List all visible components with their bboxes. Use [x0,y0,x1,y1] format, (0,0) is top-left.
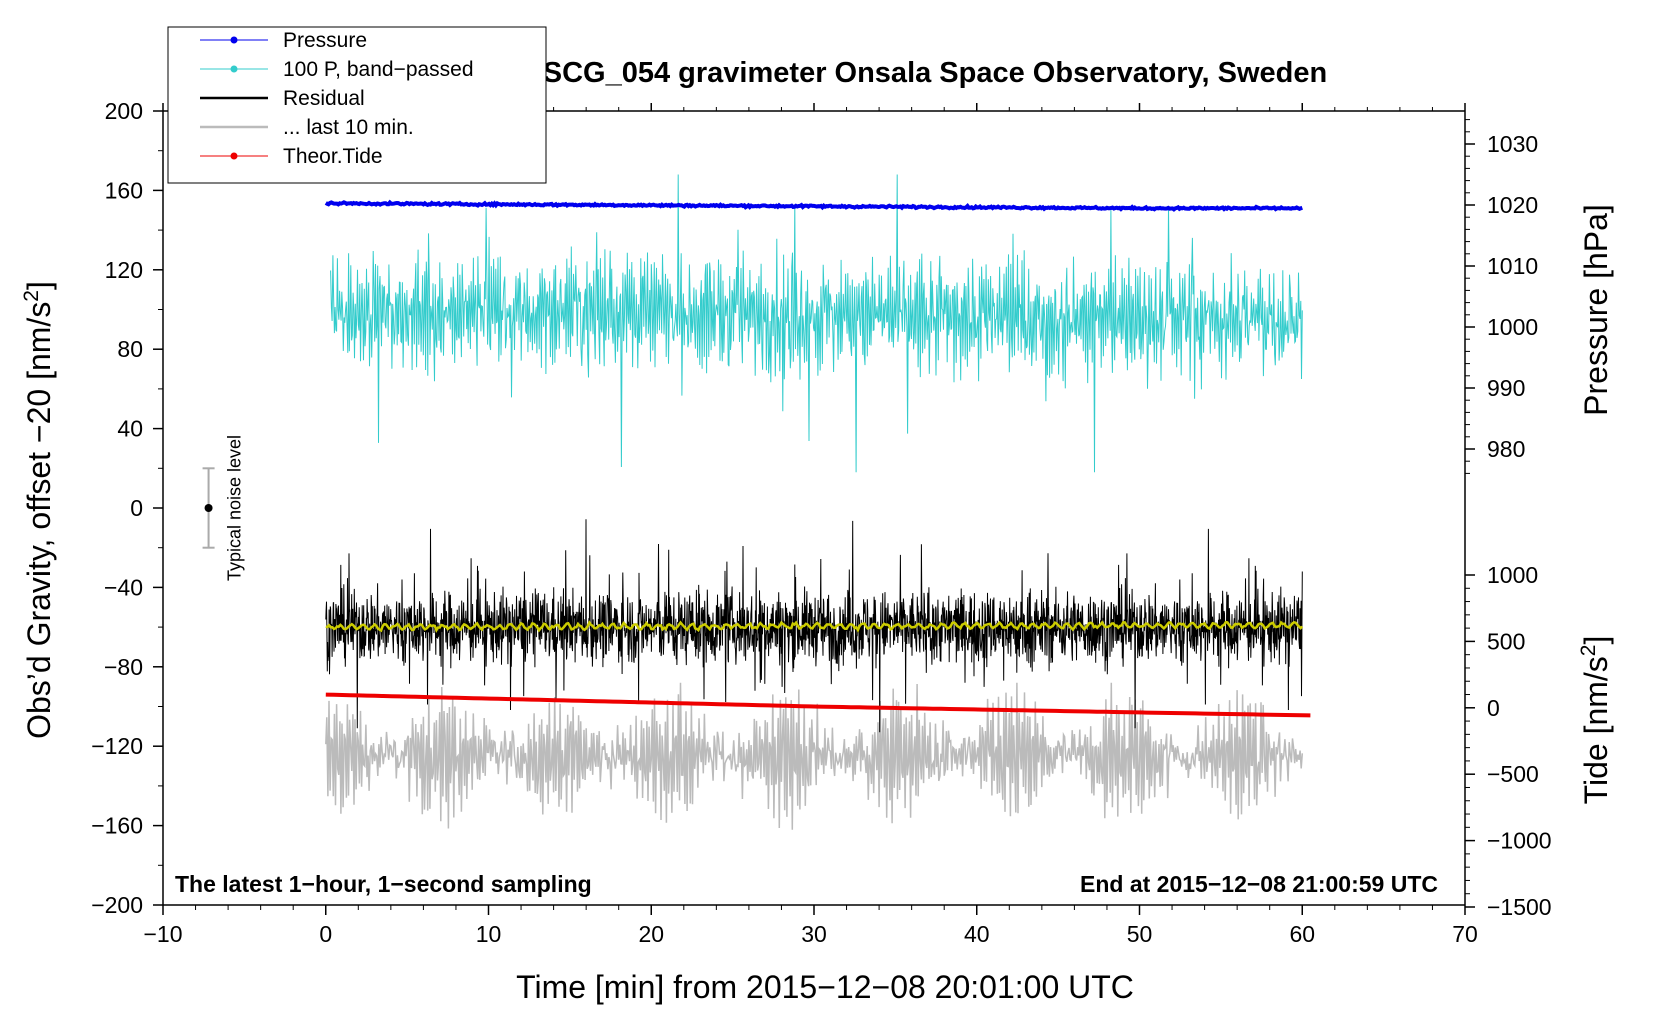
chart-title: SCG_054 gravimeter Onsala Space Observat… [543,57,1327,89]
legend: Pressure 100 P, band−passed Residual ... la… [167,26,547,184]
y-tick-label: −160 [91,813,143,839]
legend-swatch-dot [230,65,238,73]
y-axis-label-tide: Tide [nm/s2] [1577,636,1614,805]
y-axis-label-gravity: Obs’d Gravity, offset −20 [nm/s2] [20,281,57,739]
y-tick-label: 80 [117,336,143,362]
x-tick-label: 50 [1127,921,1153,947]
y-axis-label-pressure: Pressure [hPa] [1578,204,1614,416]
y-axis-label-tide-sup: 2 [1577,645,1600,657]
series-band-passed-line [330,174,1303,473]
y-tick-label: −40 [104,574,143,600]
legend-label: Residual [283,87,365,110]
x-tick-label: 60 [1289,921,1315,947]
y-tick-label: −120 [91,733,143,759]
legend-label: Pressure [283,29,367,52]
x-axis-label: Time [min] from 2015−12−08 20:01:00 UTC [516,969,1134,1005]
pressure-tick-label: 990 [1487,375,1525,401]
y-tick-label: 160 [105,177,143,203]
x-tick-label: 10 [476,921,502,947]
y-tick-label: 200 [105,98,143,124]
tide-tick-label: 0 [1487,695,1500,721]
pressure-tick-label: 1020 [1487,192,1538,218]
y-axis-label-gravity-sup: 2 [20,290,43,302]
tide-tick-label: −1500 [1487,894,1552,920]
pressure-tick-label: 1010 [1487,253,1538,279]
y-tick-label: 120 [105,257,143,283]
legend-label: Theor.Tide [283,145,383,168]
series-pressure-line [324,199,1303,212]
pressure-tick-label: 1030 [1487,131,1538,157]
pressure-tick-label: 1000 [1487,314,1538,340]
series-residual-line [325,519,1303,733]
y-axis-label-gravity-text: Obs’d Gravity, offset −20 [nm/s [21,302,57,739]
series-residual-smoothed-line [325,620,1304,634]
x-tick-label: 0 [319,921,332,947]
legend-label: 100 P, band−passed [283,58,474,81]
y-axis-label-tide-text: Tide [nm/s [1578,656,1614,804]
legend-swatch-dot [230,152,238,160]
y-tick-label: −80 [104,654,143,680]
pressure-tick-label: 980 [1487,436,1525,462]
y-tick-label: 0 [130,495,143,521]
x-tick-label: 30 [801,921,827,947]
series-layer [324,174,1311,830]
series-last-10-min-line [325,682,1304,830]
x-tick-label: 70 [1452,921,1478,947]
tide-tick-label: 500 [1487,628,1525,654]
y-axis-label-tide-close: ] [1578,636,1614,645]
legend-swatch-dot [230,36,238,44]
annotation-latest-hour: The latest 1−hour, 1−second sampling [175,871,592,897]
legend-label: ... last 10 min. [283,116,414,139]
noise-level-marker: Typical noise level [202,435,245,581]
x-tick-label: 40 [964,921,990,947]
tide-tick-label: −1000 [1487,828,1552,854]
x-tick-label: 20 [638,921,664,947]
annotation-end-time: End at 2015−12−08 21:00:59 UTC [1080,871,1438,897]
series-theor-tide-line [325,692,1311,718]
tide-tick-label: 1000 [1487,562,1538,588]
noise-level-label: Typical noise level [225,435,245,581]
tide-tick-label: −500 [1487,761,1539,787]
x-tick-label: −10 [143,921,182,947]
y-tick-label: −200 [91,892,143,918]
axes-layer: −10 0 10 20 30 40 50 60 7020016012080400−40−80−1… [91,98,1551,947]
y-tick-label: 40 [117,416,143,442]
noise-level-dot [204,504,213,512]
y-axis-label-gravity-close: ] [21,281,57,290]
